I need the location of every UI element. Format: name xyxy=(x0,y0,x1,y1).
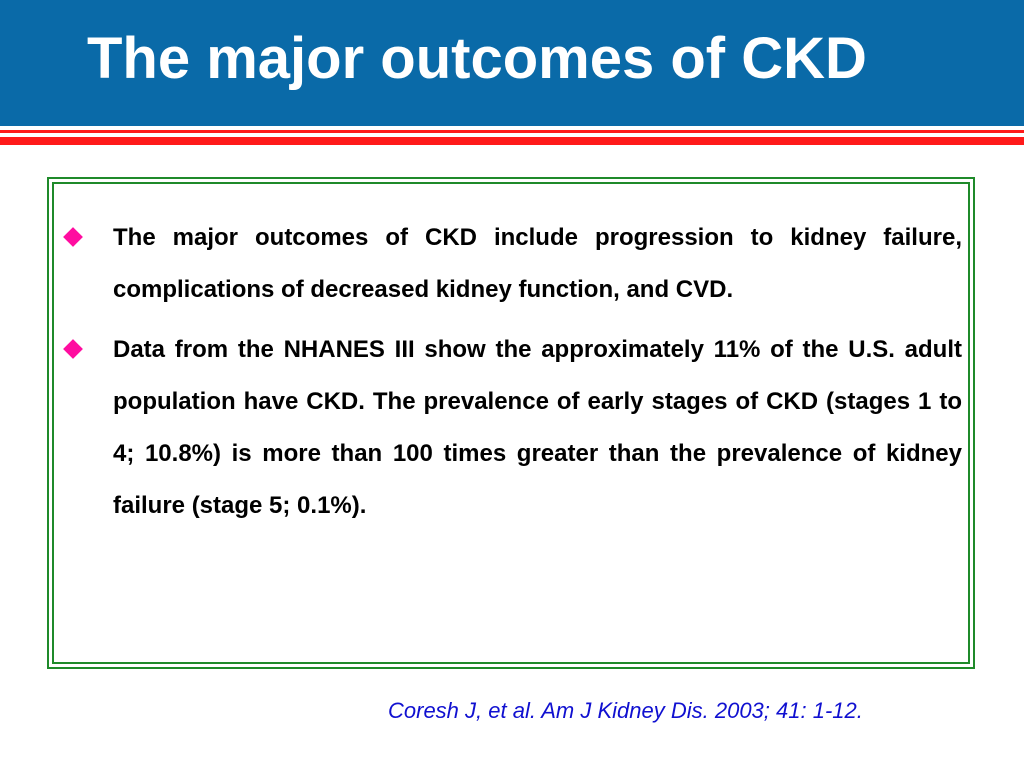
header-rule-thin xyxy=(0,130,1024,133)
bullet-list: The major outcomes of CKD include progre… xyxy=(62,212,962,540)
citation: Coresh J, et al. Am J Kidney Dis. 2003; … xyxy=(388,698,863,723)
bullet-text: Data from the NHANES III show the approx… xyxy=(113,336,962,519)
bullet-text: The major outcomes of CKD include progre… xyxy=(113,224,962,303)
slide-title: The major outcomes of CKD xyxy=(87,26,867,91)
title-bar: The major outcomes of CKD xyxy=(0,0,1024,126)
content-box-border xyxy=(47,177,975,669)
diamond-bullet-icon xyxy=(63,339,83,359)
bullet-item-nhanes: Data from the NHANES III show the approx… xyxy=(62,324,962,532)
header-rule-thick xyxy=(0,137,1024,145)
bullet-item-outcomes: The major outcomes of CKD include progre… xyxy=(62,212,962,316)
diamond-bullet-icon xyxy=(63,227,83,247)
